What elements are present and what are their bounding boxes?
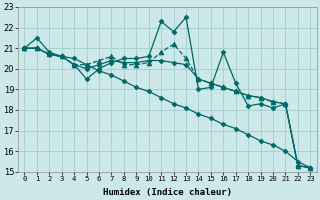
X-axis label: Humidex (Indice chaleur): Humidex (Indice chaleur) <box>103 188 232 197</box>
